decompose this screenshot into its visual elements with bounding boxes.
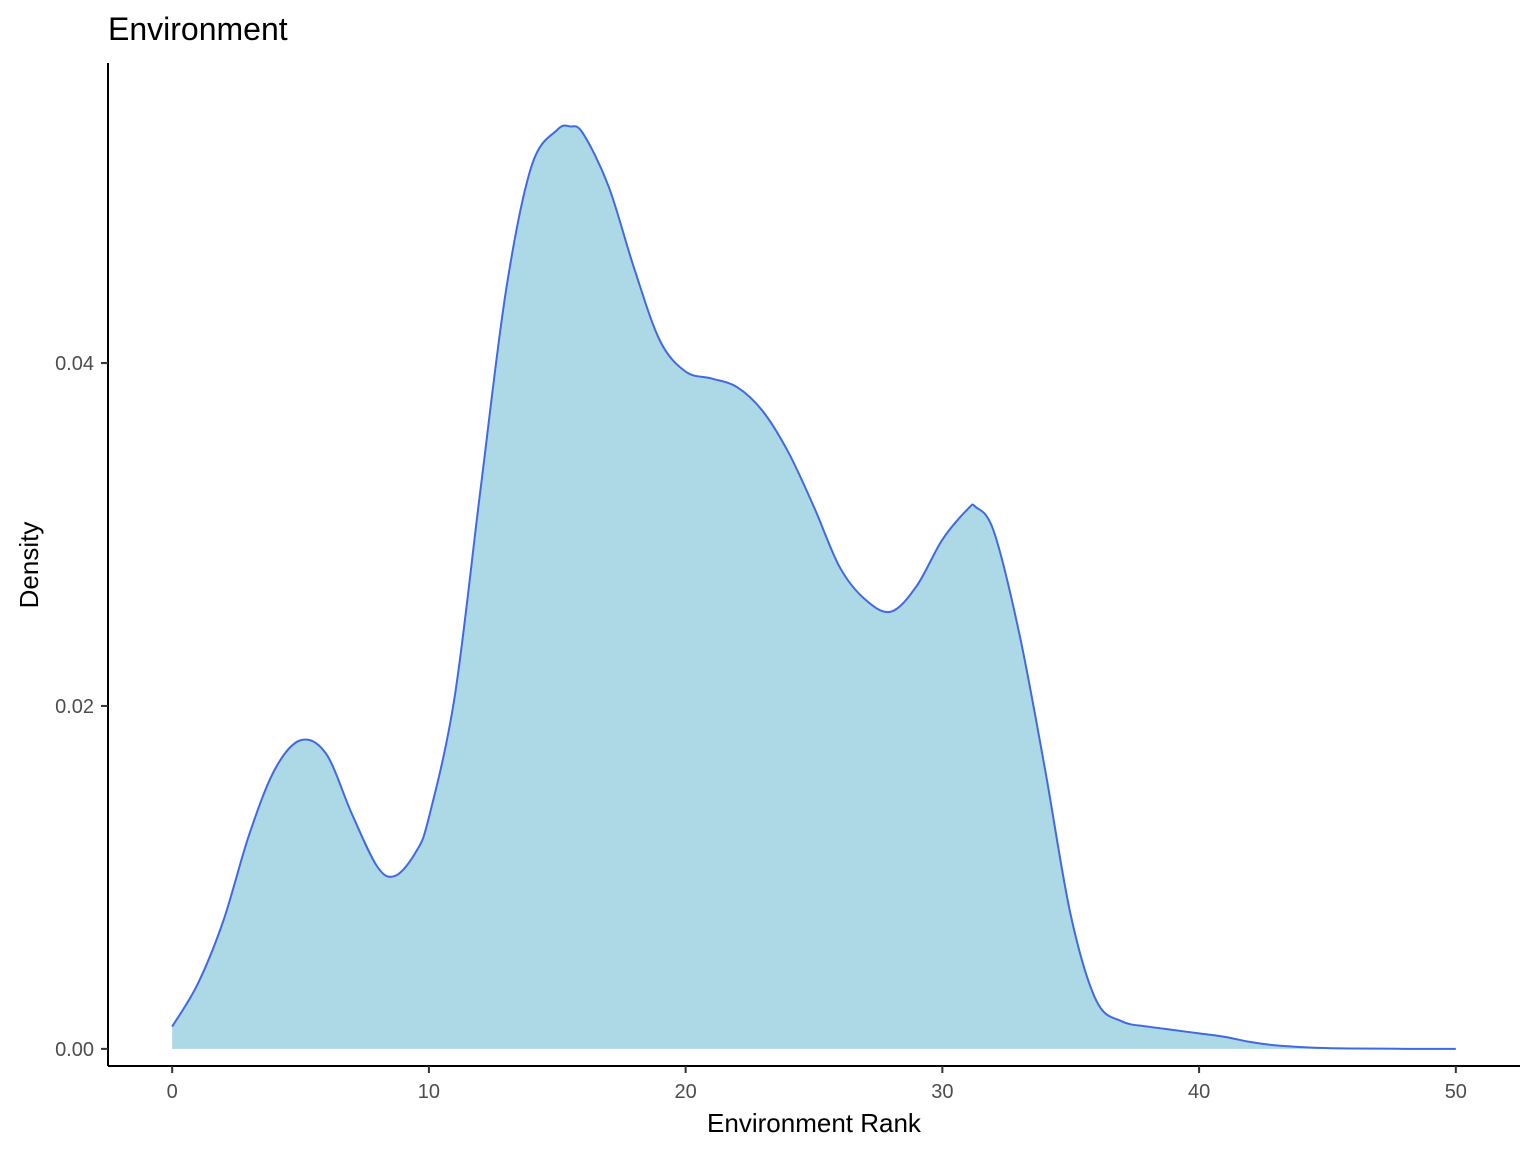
density-curve-line: [171, 124, 1456, 1050]
y-tick-label: 0.00: [55, 1039, 94, 1061]
y-axis-title: Density: [14, 522, 44, 609]
x-tick-label: 50: [1445, 1081, 1467, 1103]
x-tick-label: 20: [675, 1081, 697, 1103]
plot-area: [171, 124, 1456, 1050]
density-area-fill: [172, 125, 1456, 1049]
y-tick-label: 0.04: [55, 353, 94, 375]
x-axis-ticks: 0 10 20 30 40 50: [167, 1066, 1467, 1103]
y-tick-label: 0.02: [55, 696, 94, 718]
x-tick-label: 10: [418, 1081, 440, 1103]
x-axis-title: Environment Rank: [707, 1108, 922, 1138]
y-axis-ticks: 0.00 0.02 0.04: [55, 353, 108, 1061]
x-tick-label: 30: [931, 1081, 953, 1103]
chart-title: Environment: [108, 11, 288, 47]
x-tick-label: 40: [1188, 1081, 1210, 1103]
x-tick-label: 0: [167, 1081, 178, 1103]
